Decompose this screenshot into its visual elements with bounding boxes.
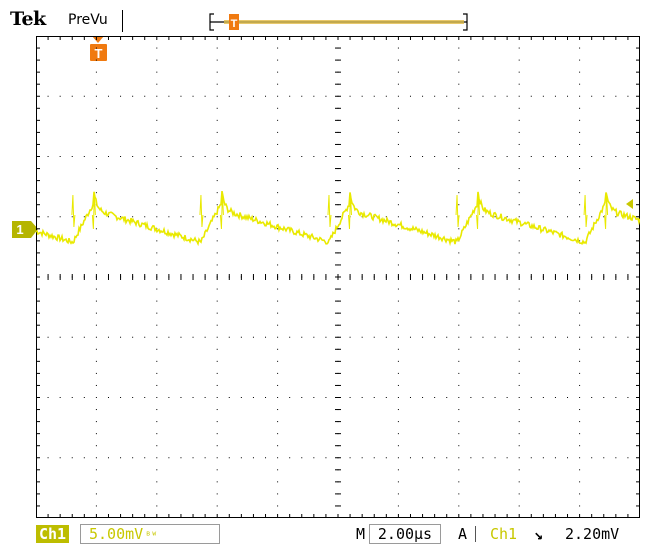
timebase-label: M [356, 525, 366, 543]
trigger-source[interactable]: Ch1 [490, 525, 518, 543]
waveform-spike [91, 192, 96, 230]
svg-text:1: 1 [16, 222, 23, 237]
timebase-readout[interactable]: 2.00µs [369, 524, 441, 544]
oscilloscope-screen[interactable] [36, 36, 640, 518]
waveform-spike [583, 194, 588, 228]
channel-scale-value: 5.00mV [89, 525, 144, 543]
channel-badge[interactable]: Ch1 [36, 525, 70, 543]
channel-scale-readout[interactable]: 5.00mV ᴮᵂ [80, 524, 220, 544]
bandwidth-limit-icon: ᴮᵂ [145, 531, 158, 542]
waveform-spike [476, 192, 481, 230]
waveform-spike [347, 192, 352, 230]
trigger-level-marker-icon[interactable] [626, 199, 633, 209]
waveform-spike [455, 194, 460, 228]
waveform-spike [327, 194, 332, 228]
trigger-slope-icon[interactable]: ↘ [534, 525, 544, 543]
record-view-bracket [209, 13, 468, 31]
graticule-grid [36, 36, 640, 518]
trigger-level-readout[interactable]: 2.20mV [565, 525, 620, 543]
trigger-divider [475, 526, 476, 542]
waveform-spike [71, 194, 76, 228]
waveform-spike [604, 192, 609, 230]
waveform-spike [199, 194, 204, 228]
top-status-bar: Tek PreVu [0, 0, 652, 36]
svg-text:T: T [231, 18, 238, 30]
waveform-spike [219, 192, 224, 230]
acquisition-state: PreVu [68, 12, 108, 28]
svg-text:T: T [95, 46, 103, 61]
record-trigger-marker-icon: T [229, 14, 239, 30]
header-divider [122, 10, 123, 32]
brand-logo: Tek [10, 8, 46, 30]
channel-1-waveform [36, 190, 640, 247]
trigger-mode: A [458, 525, 468, 543]
channel-ground-marker-icon[interactable]: 1 [12, 221, 38, 238]
bottom-status-bar: Ch1 5.00mV ᴮᵂ M 2.00µs A Ch1 ↘ 2.20mV [0, 524, 652, 544]
trigger-position-marker-icon[interactable]: T [90, 36, 107, 61]
